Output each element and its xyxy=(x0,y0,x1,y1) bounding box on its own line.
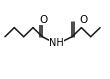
Text: O: O xyxy=(79,15,88,25)
Text: O: O xyxy=(39,15,48,25)
Text: NH: NH xyxy=(49,38,64,48)
